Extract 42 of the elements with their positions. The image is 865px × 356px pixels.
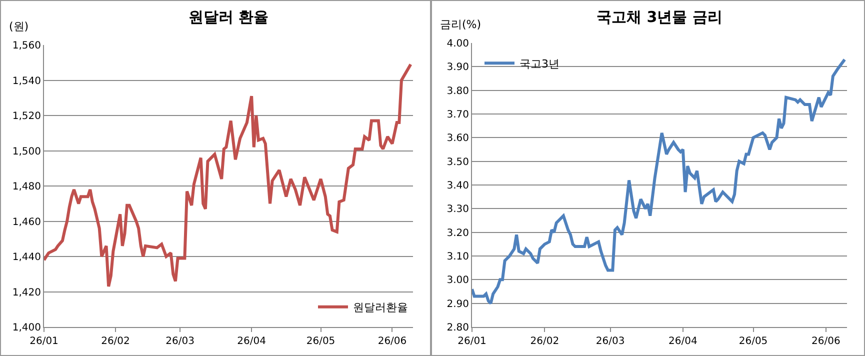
y-axis-title: 금리(%) [440,18,482,31]
y-tick-label: 3.80 [446,86,469,97]
x-tick-label: 26/05 [738,336,768,347]
legend-label: 국고3년 [520,57,560,70]
y-tick-label: 1,560 [12,40,41,52]
y-tick-label: 3.20 [446,228,469,239]
y-tick-label: 3.70 [446,110,469,120]
x-tick-label: 26/06 [811,336,840,347]
y-tick-label: 3.40 [446,180,469,192]
x-tick-label: 26/06 [378,336,407,347]
x-tick-label: 26/01 [458,336,486,347]
y-tick-label: 1,520 [12,111,41,122]
chart-title: 원달러 환율 [188,8,269,26]
x-tick-label: 26/01 [30,336,58,347]
x-tick-label: 26/04 [237,336,266,347]
x-tick-label: 26/03 [596,336,625,347]
y-tick-label: 3.50 [446,156,469,168]
y-tick-label: 1,440 [12,252,41,263]
y-tick-label: 1,460 [12,216,41,228]
y-tick-label: 1,400 [12,322,41,334]
x-tick-label: 26/05 [306,336,336,347]
line-series [44,62,412,288]
y-tick-label: 1,500 [12,146,41,158]
y-tick-label: 1,420 [12,287,41,298]
y-tick-label: 3.00 [446,275,469,286]
line-series [472,58,846,305]
y-tick-label: 1,540 [12,76,41,87]
y-tick-label: 3.10 [446,252,469,262]
x-tick-label: 26/03 [166,336,194,347]
y-axis-title: (원) [9,20,29,33]
y-tick-label: 2.90 [446,298,469,310]
chart-title: 국고채 3년물 금리 [596,8,722,26]
y-tick-label: 4.00 [446,38,469,50]
x-tick-label: 26/02 [530,336,560,347]
x-tick-label: 26/04 [668,336,698,347]
y-tick-label: 3.60 [446,133,469,144]
legend-label: 원달러환율 [353,301,408,314]
y-tick-label: 1,480 [12,182,41,192]
y-tick-label: 3.30 [446,204,469,216]
y-tick-label: 3.90 [446,62,469,74]
y-tick-label: 2.80 [446,322,469,334]
x-tick-label: 26/02 [101,336,130,347]
